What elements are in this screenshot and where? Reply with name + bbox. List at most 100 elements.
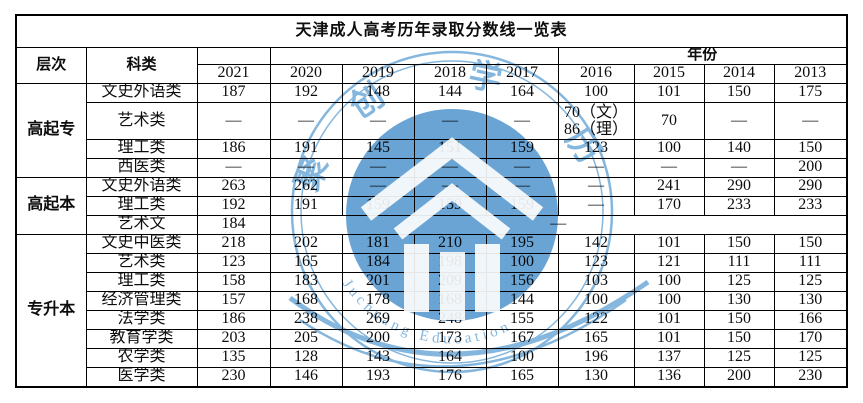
score-table: 天津成人高考历年录取分数线一览表 层次 科类 年份 2021 2020 2019 2018 20…	[15, 14, 849, 388]
year-header-2015: 2015	[633, 63, 705, 84]
score-cell: 103	[557, 271, 635, 292]
score-cell: 195	[485, 233, 559, 254]
score-cell: 142	[557, 233, 635, 254]
title-row: 天津成人高考历年录取分数线一览表	[15, 14, 848, 48]
score-cell: 123	[196, 252, 271, 273]
score-cell: 144	[485, 290, 559, 311]
score-cell: 186	[196, 309, 271, 330]
score-cell: 100	[633, 138, 705, 159]
year-band-row: 层次 科类 年份	[15, 47, 848, 84]
score-cell-merged: —	[269, 214, 848, 235]
score-cell: 159	[485, 195, 559, 216]
score-cell: 184	[196, 214, 271, 235]
year-band-label: 年份	[557, 47, 848, 65]
score-cell: 290	[773, 176, 848, 197]
col-header-level: 层次	[15, 47, 87, 84]
score-cell: 173	[413, 328, 487, 349]
score-cell: 187	[196, 82, 271, 103]
score-cell: 233	[773, 195, 848, 216]
category-cell: 理工类	[85, 195, 198, 216]
table-row: 经济管理类 157 168 178 168 144 100 100 130 130	[16, 290, 848, 311]
score-cell: 150	[773, 233, 848, 254]
score-cell: 269	[341, 309, 415, 330]
score-cell: 193	[341, 366, 415, 388]
score-cell: 101	[633, 309, 705, 330]
page-title: 天津成人高考历年录取分数线一览表	[15, 14, 848, 48]
score-cell: —	[773, 101, 848, 140]
score-cell: 233	[703, 195, 775, 216]
score-cell: 168	[413, 290, 487, 311]
score-cell: 143	[341, 347, 415, 368]
score-cell: 263	[196, 176, 271, 197]
score-cell: 135	[196, 347, 271, 368]
score-cell: 200	[773, 157, 848, 178]
score-cell: —	[557, 176, 635, 197]
score-cell: 157	[196, 290, 271, 311]
score-cell: 205	[269, 328, 343, 349]
score-cell: 159	[413, 195, 487, 216]
score-cell: —	[341, 157, 415, 178]
score-cell: —	[413, 176, 487, 197]
year-header-2018: 2018	[413, 63, 487, 84]
score-cell: 170	[633, 195, 705, 216]
level-cell: 专升本	[15, 233, 87, 388]
score-cell: 186	[196, 138, 271, 159]
score-cell: 164	[413, 347, 487, 368]
score-cell: 100	[557, 290, 635, 311]
table-row: 理工类 186 191 145 151 159 123 100 140 150	[16, 138, 848, 159]
table-row: 艺术文 184—	[16, 214, 848, 235]
level-cell: 高起本	[15, 176, 87, 235]
score-cell: —	[413, 157, 487, 178]
score-cell: 100	[485, 347, 559, 368]
score-cell: —	[485, 157, 559, 178]
table-row: 高起本 文史外语类 263 262— — — —241 290 290	[15, 176, 848, 235]
category-cell: 农学类	[85, 347, 198, 368]
category-cell: 艺术类	[85, 252, 198, 273]
score-cell: 201	[341, 271, 415, 292]
score-cell: 150	[703, 309, 775, 330]
score-cell: —	[557, 157, 635, 178]
score-cell: 101	[633, 328, 705, 349]
score-cell: 156	[485, 271, 559, 292]
score-cell: 155	[485, 309, 559, 330]
category-cell: 教育学类	[85, 328, 198, 349]
score-cell: 100	[557, 82, 635, 103]
score-cell: 210	[413, 233, 487, 254]
year-header-2020: 2020	[269, 63, 343, 84]
score-cell: 165	[485, 366, 559, 388]
score-cell: 123	[557, 252, 635, 273]
year-band-cell	[269, 47, 559, 65]
score-cell: 130	[703, 290, 775, 311]
score-cell: 248	[413, 309, 487, 330]
score-cell: 100	[485, 252, 559, 273]
score-cell: 181	[341, 233, 415, 254]
score-cell: 191	[269, 195, 343, 216]
score-cell: 178	[341, 290, 415, 311]
table-row: 教育学类 203 205 200 173 167 165 101 150 170	[16, 328, 848, 349]
score-cell: 203	[196, 328, 271, 349]
score-cell: 150	[703, 82, 775, 103]
table-row: 专升本 文史中医类 218 202 181 210 195 142 101 150 150	[15, 233, 848, 388]
score-cell: 202	[269, 233, 343, 254]
score-cell: 101	[633, 82, 705, 103]
score-cell: —	[341, 176, 415, 197]
score-cell: 111	[703, 252, 775, 273]
score-cell: 200	[703, 366, 775, 388]
category-cell: 文史外语类	[85, 176, 198, 197]
score-cell: 158	[196, 271, 271, 292]
score-cell: 111	[773, 252, 848, 273]
category-cell: 医学类	[85, 366, 198, 388]
score-cell: 200	[341, 328, 415, 349]
score-cell: 101	[633, 233, 705, 254]
score-cell: —	[633, 157, 705, 178]
score-cell: 191	[269, 138, 343, 159]
table-row: 法学类 186 238 269 248 155 122 101 150 166	[16, 309, 848, 330]
score-cell: 165	[269, 252, 343, 273]
score-cell: 166	[773, 309, 848, 330]
score-cell: 218	[196, 233, 271, 254]
score-cell: —	[196, 101, 271, 140]
score-cell: 144	[413, 82, 487, 103]
year-band-cell	[196, 47, 271, 65]
score-cell: 140	[703, 138, 775, 159]
